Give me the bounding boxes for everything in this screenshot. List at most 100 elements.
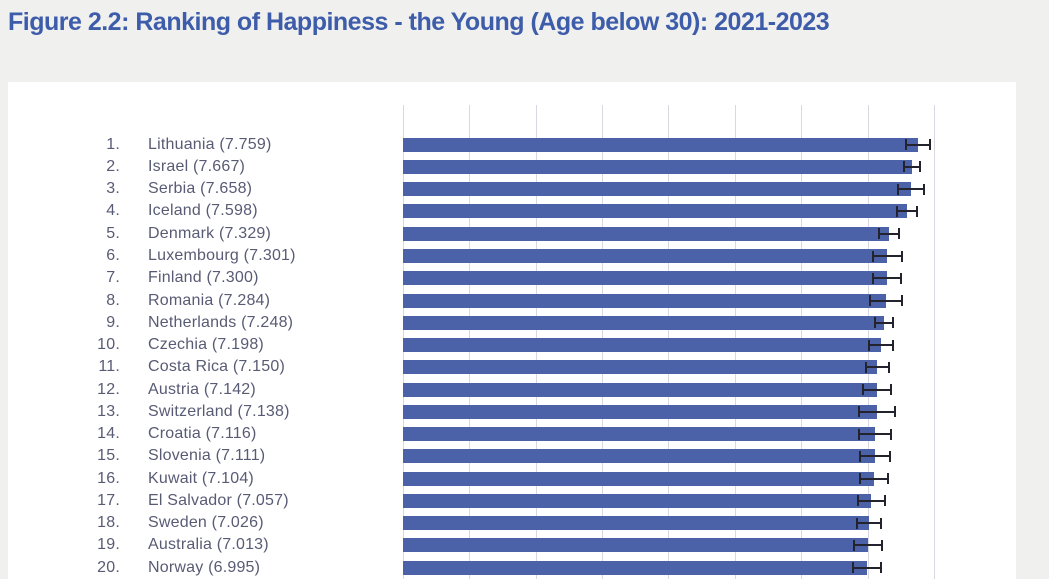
rank-number: 13. <box>97 402 120 420</box>
score-bar <box>402 427 876 442</box>
error-bar-line <box>860 477 889 480</box>
score-bar <box>402 338 881 353</box>
error-bar-line <box>897 188 925 191</box>
country-score-label: Austria (7.142) <box>148 380 256 398</box>
error-bar-cap <box>857 495 859 507</box>
rank-number: 14. <box>97 425 120 443</box>
error-bar-cap <box>865 361 868 373</box>
score-bar <box>402 293 887 308</box>
country-score-label: Luxembourg (7.301) <box>148 247 296 264</box>
country-score-label: Romania (7.284) <box>148 291 271 309</box>
score-bar <box>402 449 875 464</box>
country-score-label: Denmark (7.329) <box>148 224 272 242</box>
error-bar-cap <box>857 406 860 418</box>
country-score-label: Australia (7.013) <box>148 536 269 554</box>
error-bar-cap <box>892 317 895 329</box>
score-bar <box>402 315 884 330</box>
country-score-label: Lithuania (7.759) <box>148 135 272 153</box>
score-bar <box>402 226 890 241</box>
score-bar <box>402 360 878 375</box>
figure-title: Figure 2.2: Ranking of Happiness - the Y… <box>8 8 830 36</box>
rank-number: 10. <box>97 336 120 354</box>
score-bar <box>402 404 877 419</box>
country-score-label: Israel (7.667) <box>148 157 246 175</box>
country-score-label: Slovenia (7.111) <box>148 447 266 465</box>
country-score-label: Switzerland (7.138) <box>148 402 290 420</box>
error-bar-line <box>858 410 895 413</box>
error-bar-cap <box>873 317 876 329</box>
country-score-label: El Salvador (7.057) <box>148 491 289 509</box>
country-score-label: Netherlands (7.248) <box>148 313 294 331</box>
error-bar-line <box>905 143 930 146</box>
rank-number: 15. <box>97 447 120 465</box>
error-bar-cap <box>901 295 904 307</box>
rank-number: 8. <box>106 291 120 309</box>
score-bar <box>402 204 908 219</box>
error-bar-cap <box>896 205 899 217</box>
error-bar-line <box>857 522 882 525</box>
error-bar-cap <box>887 361 890 373</box>
rank-number: 5. <box>106 224 120 242</box>
error-bar-cap <box>923 183 926 195</box>
error-bar-cap <box>871 250 874 262</box>
error-bar-line <box>859 433 892 436</box>
rank-number: 18. <box>97 514 120 532</box>
score-bar <box>402 271 888 286</box>
error-bar-cap <box>858 428 861 440</box>
chart-panel: 1. Lithuania (7.759) 2. Israel (7.667) 3. Ser… <box>8 82 1016 579</box>
error-bar-cap <box>890 428 893 440</box>
error-bar-cap <box>889 450 892 462</box>
rank-number: 2. <box>106 157 120 175</box>
rank-number: 3. <box>106 180 120 198</box>
rank-number: 17. <box>97 491 120 509</box>
error-bar-line <box>866 366 889 369</box>
error-bar-line <box>879 232 900 235</box>
error-bar-cap <box>856 517 859 529</box>
error-bar-line <box>859 455 891 458</box>
error-bar-line <box>862 388 891 391</box>
error-bar-cap <box>859 473 862 485</box>
error-bar-cap <box>861 384 864 396</box>
country-score-label: Kuwait (7.104) <box>148 469 254 487</box>
error-bar-cap <box>900 272 903 284</box>
rank-number: 9. <box>106 313 120 331</box>
score-bar <box>402 471 875 486</box>
error-bar-cap <box>887 473 890 485</box>
country-score-label: Sweden (7.026) <box>148 514 264 532</box>
error-bar-cap <box>869 295 872 307</box>
country-score-label: Finland (7.300) <box>148 269 259 287</box>
rank-number: 16. <box>97 469 120 487</box>
error-bar-line <box>872 255 903 257</box>
error-bar-cap <box>889 384 892 396</box>
rank-number: 1. <box>106 135 120 153</box>
error-bar-cap <box>901 250 904 262</box>
error-bar-line <box>870 299 903 302</box>
error-bar-cap <box>916 205 919 217</box>
error-bar-cap <box>893 406 896 418</box>
score-bar <box>402 538 869 553</box>
rank-number: 4. <box>106 202 120 220</box>
error-bar-line <box>874 321 894 324</box>
error-bar-cap <box>902 161 905 173</box>
error-bar-line <box>853 566 882 569</box>
country-score-label: Serbia (7.658) <box>148 180 253 198</box>
score-bar <box>402 516 870 531</box>
error-bar-cap <box>853 539 856 551</box>
error-bar-cap <box>918 161 921 173</box>
rank-number: 11. <box>98 358 120 376</box>
error-bar-cap <box>898 228 901 240</box>
error-bar-cap <box>852 562 855 574</box>
error-bar-line <box>903 165 920 168</box>
country-score-label: Czechia (7.198) <box>148 336 264 354</box>
error-bar-line <box>868 344 893 347</box>
error-bar-cap <box>872 272 875 284</box>
error-bar-cap <box>904 139 907 151</box>
score-bar <box>402 137 918 152</box>
rank-number: 12. <box>97 380 120 398</box>
rank-number: 19. <box>97 536 120 554</box>
error-bar-cap <box>896 183 899 195</box>
error-bar-cap <box>891 339 894 351</box>
rank-number: 6. <box>106 247 120 264</box>
error-bar-cap <box>878 228 881 240</box>
